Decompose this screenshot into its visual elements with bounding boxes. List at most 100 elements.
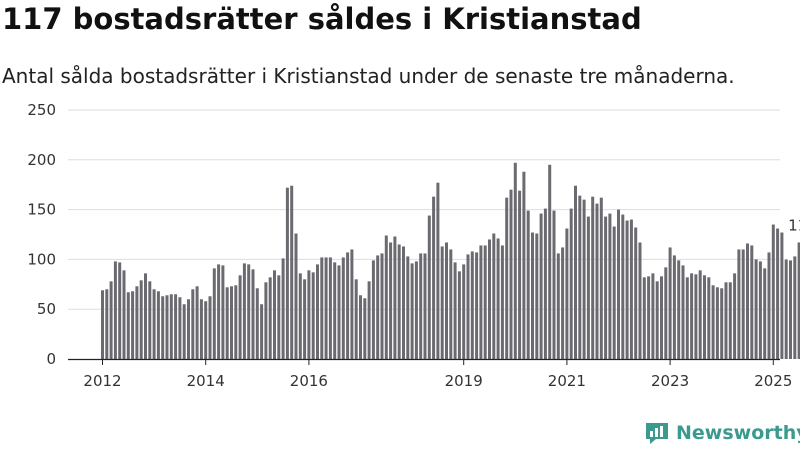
bar <box>470 251 474 359</box>
bar <box>294 233 298 359</box>
bar <box>638 242 642 359</box>
y-tick-label: 250 <box>27 101 56 119</box>
bar <box>737 249 741 359</box>
bar <box>410 263 414 359</box>
bar <box>741 249 745 359</box>
bar <box>625 220 629 359</box>
bar <box>333 262 337 359</box>
bar <box>113 261 117 359</box>
bar <box>754 259 758 359</box>
bar <box>445 242 448 359</box>
bar <box>509 189 513 359</box>
bar <box>668 247 672 359</box>
bar <box>341 257 345 359</box>
bar <box>156 291 160 359</box>
bar <box>651 273 655 359</box>
bar <box>703 275 706 359</box>
bar <box>492 233 496 359</box>
bar <box>797 242 800 359</box>
bar <box>419 253 423 359</box>
bar <box>285 187 289 359</box>
bar <box>423 253 427 359</box>
bar <box>187 299 190 359</box>
bar <box>793 256 797 359</box>
bar <box>307 270 311 359</box>
annotation: 117 <box>788 216 800 234</box>
bar <box>677 260 681 359</box>
bar <box>746 243 749 359</box>
bar <box>543 208 547 359</box>
bar <box>698 270 702 359</box>
x-tick-label: 2023 <box>651 372 689 390</box>
bar <box>169 294 173 359</box>
newsworthy-logo-icon <box>646 423 668 444</box>
bar <box>208 296 212 359</box>
bar <box>380 253 384 359</box>
bar <box>578 195 582 359</box>
page-subtitle: Antal sålda bostadsrätter i Kristianstad… <box>2 64 735 88</box>
bar <box>526 210 530 359</box>
y-tick-label: 50 <box>37 300 56 318</box>
bar <box>475 252 479 359</box>
bar <box>612 226 616 359</box>
bar <box>131 291 135 359</box>
bar <box>135 286 139 359</box>
bar <box>174 294 178 359</box>
bar <box>264 282 268 359</box>
bar <box>144 273 147 359</box>
bar <box>195 286 199 359</box>
bar <box>574 185 577 359</box>
bar <box>690 273 694 359</box>
bar <box>346 252 350 359</box>
y-axis-ticks: 0 50 100 150 200 250 <box>27 101 56 368</box>
y-tick-label: 150 <box>27 201 56 219</box>
bar <box>126 292 130 359</box>
bar <box>548 164 552 359</box>
bar <box>298 273 302 359</box>
bar <box>402 246 405 359</box>
bar <box>552 210 556 359</box>
bar <box>182 304 186 359</box>
bar <box>750 245 754 359</box>
bar <box>784 259 788 359</box>
bar <box>488 239 491 359</box>
bar <box>586 216 590 359</box>
bar <box>776 228 780 359</box>
bar <box>109 281 113 359</box>
bar <box>316 264 319 359</box>
bar <box>449 249 453 359</box>
bar <box>204 301 208 359</box>
bar <box>634 227 638 359</box>
bar <box>432 196 436 359</box>
bar <box>242 263 246 359</box>
bar <box>230 286 233 359</box>
bar <box>320 257 324 359</box>
bar <box>225 287 229 359</box>
bar <box>384 235 388 359</box>
bar <box>664 267 668 359</box>
y-tick-label: 200 <box>27 151 56 169</box>
bar <box>591 196 595 359</box>
bar-annotation-label: 117 <box>788 216 800 234</box>
bar <box>629 219 633 359</box>
bar <box>199 299 203 359</box>
bar <box>238 275 242 359</box>
bar <box>660 276 663 359</box>
bar <box>582 199 586 359</box>
bar <box>599 197 603 359</box>
bar <box>457 271 461 359</box>
bar <box>556 253 560 359</box>
newsworthy-logo[interactable]: Newsworthy <box>644 419 800 447</box>
bar <box>758 261 762 359</box>
y-tick-label: 100 <box>27 250 56 268</box>
bar <box>604 216 608 359</box>
bar <box>371 260 375 359</box>
bar <box>354 279 358 359</box>
bar <box>513 162 517 359</box>
x-tick-label: 2021 <box>548 372 586 390</box>
bar <box>522 171 526 359</box>
bar <box>268 277 272 359</box>
bar <box>462 264 466 359</box>
bar <box>767 252 771 359</box>
